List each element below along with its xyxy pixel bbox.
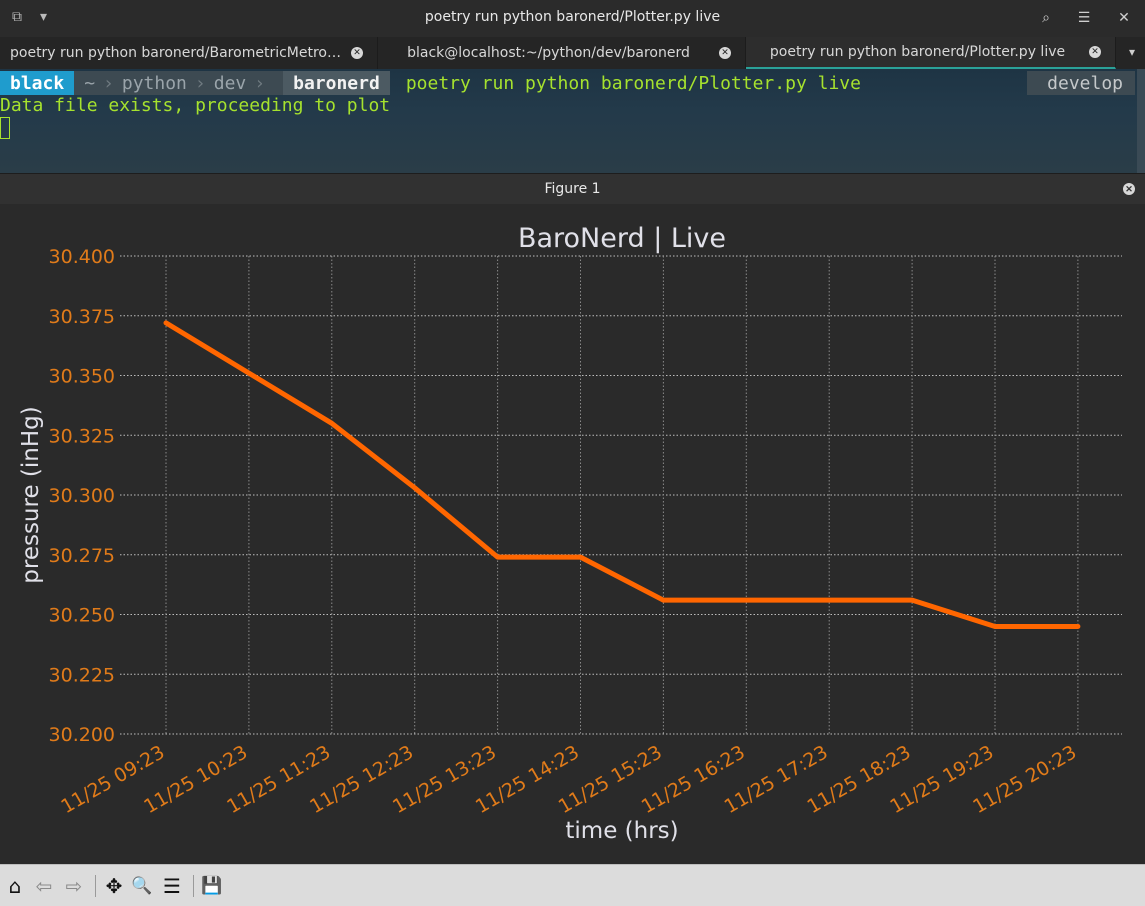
window-titlebar: ⧉ ▾ poetry run python baronerd/Plotter.p… [0,0,1145,38]
y-tick-label: 30.200 [49,724,115,746]
plot-toolbar: ⌂ ⇦ ⇨ ✥ 🔍 ☰ 💾 [0,864,1145,906]
tab-barometric-metro[interactable]: poetry run python baronerd/BarometricMet… [0,37,378,69]
configure-subplots-icon[interactable]: ☰ [163,874,181,898]
toolbar-separator [193,875,194,897]
search-icon[interactable]: ⌕ [1042,10,1050,26]
tab-label: poetry run python baronerd/Plotter.py li… [769,44,1066,60]
terminal-output[interactable]: black ~ › python › dev › baronerd poetry… [0,69,1145,173]
shell-prompt: black ~ › python › dev › baronerd poetry… [0,71,861,95]
series-line [163,320,1081,629]
path-segment: dev [213,72,247,94]
y-tick-label: 30.400 [49,246,115,268]
output-line: Data file exists, proceeding to plot [0,95,391,116]
tab-localhost[interactable]: black@localhost:~/python/dev/baronerd ✕ [378,37,746,69]
zoom-icon[interactable]: 🔍 [131,876,153,896]
save-icon[interactable]: 💾 [201,876,223,896]
y-tick-label: 30.350 [49,366,115,388]
tab-overflow-chevron-icon[interactable]: ▾ [1128,45,1135,59]
y-tick-label: 30.325 [49,425,115,447]
figure-title: Figure 1 [544,181,601,197]
y-tick-label: 30.250 [49,605,115,627]
toolbar-separator [95,875,96,897]
chevron-right-icon: › [194,72,206,94]
path-segment: python [121,72,187,94]
terminal-cursor [0,117,10,139]
home-icon[interactable]: ⌂ [8,874,22,898]
back-icon[interactable]: ⇦ [35,874,53,898]
pan-icon[interactable]: ✥ [105,874,123,898]
line-chart: 30.200 30.225 30.250 30.275 30.300 30.325 30.3… [18,223,1122,844]
figure-titlebar: Figure 1 ✕ [0,173,1145,205]
tab-bar: poetry run python baronerd/BarometricMet… [0,37,1145,70]
chevron-right-icon: › [254,72,266,94]
tab-label: black@localhost:~/python/dev/baronerd [407,45,690,61]
command-text: poetry run python baronerd/Plotter.py li… [405,72,861,94]
y-axis-label: pressure (inHg) [18,406,44,583]
y-tick-label: 30.375 [49,306,115,328]
tab-close-icon[interactable]: ✕ [719,47,731,59]
x-axis-label: time (hrs) [565,818,678,844]
git-branch-badge: develop [1027,71,1135,95]
chart-title: BaroNerd | Live [518,223,726,254]
tab-label: poetry run python baronerd/BarometricMet… [10,45,341,61]
forward-icon[interactable]: ⇨ [65,874,83,898]
chevron-right-icon: › [103,72,114,94]
y-tick-label: 30.300 [49,485,115,507]
close-icon[interactable]: ✕ [1118,10,1130,26]
menu-icon[interactable]: ☰ [1077,10,1091,26]
tab-close-icon[interactable]: ✕ [351,47,363,59]
y-tick-label: 30.225 [49,664,115,686]
terminal-scrollbar[interactable] [1137,69,1145,173]
window-title: poetry run python baronerd/Plotter.py li… [424,9,721,25]
figure-close-icon[interactable]: ✕ [1123,183,1135,195]
plot-area[interactable]: 30.200 30.225 30.250 30.275 30.300 30.325 30.3… [0,204,1145,864]
git-branch-name: develop [1047,72,1123,94]
dropdown-chevron-icon[interactable]: ▾ [40,9,48,25]
prompt-user: black [0,71,75,95]
new-tab-icon[interactable]: ⧉ [12,9,22,25]
tab-plotter-live[interactable]: poetry run python baronerd/Plotter.py li… [746,37,1116,69]
prompt-path: ~ › python › dev › [74,71,284,95]
path-segment: ~ [84,72,96,94]
prompt-current-dir: baronerd [283,71,390,95]
tab-close-icon[interactable]: ✕ [1089,46,1101,58]
y-tick-label: 30.275 [49,545,115,567]
